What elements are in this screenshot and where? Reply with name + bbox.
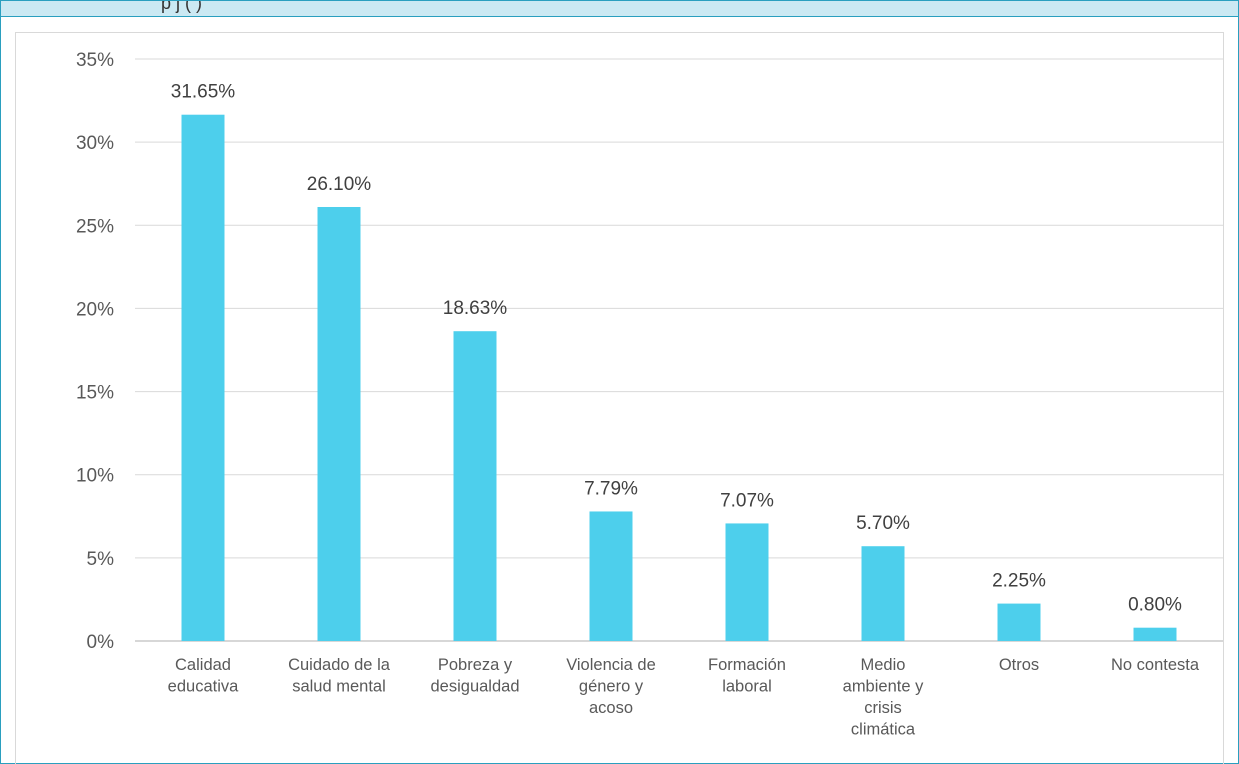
data-label: 5.70%	[856, 513, 910, 534]
x-tick-label: No contesta	[1111, 656, 1200, 674]
x-tick-label: Formación	[708, 656, 786, 674]
x-tick-label: Calidad	[175, 656, 231, 674]
y-tick-label: 30%	[76, 133, 114, 154]
y-tick-label: 0%	[87, 632, 115, 653]
x-tick-label: Cuidado de la	[288, 656, 391, 674]
x-tick-label: Medio	[861, 656, 906, 674]
x-tick-label: género y	[579, 678, 644, 696]
x-tick-label: educativa	[168, 678, 239, 696]
bar	[997, 603, 1041, 641]
x-tick-label: acoso	[589, 699, 633, 717]
bar	[1133, 627, 1177, 641]
x-tick-label: laboral	[722, 678, 772, 696]
data-label: 0.80%	[1128, 595, 1182, 616]
bar	[181, 114, 225, 642]
bar	[725, 523, 769, 641]
x-tick-label: Violencia de	[566, 656, 656, 674]
header-band: p j ( )	[1, 1, 1238, 17]
bar	[317, 206, 361, 641]
chart-title: p j ( )	[161, 1, 203, 13]
y-tick-label: 25%	[76, 216, 114, 237]
data-label: 26.10%	[307, 174, 372, 195]
y-tick-label: 15%	[76, 383, 114, 404]
y-tick-label: 5%	[87, 549, 115, 570]
bar	[589, 511, 633, 641]
x-tick-label: Pobreza y	[438, 656, 513, 674]
y-tick-label: 35%	[76, 50, 114, 71]
bar	[861, 546, 905, 641]
x-tick-label: Otros	[999, 656, 1039, 674]
data-label: 7.07%	[720, 490, 774, 511]
y-tick-label: 10%	[76, 466, 114, 487]
bar	[453, 331, 497, 641]
data-label: 18.63%	[443, 298, 508, 319]
x-tick-label: crisis	[864, 699, 902, 717]
x-tick-label: desigualdad	[431, 678, 520, 696]
y-tick-label: 20%	[76, 299, 114, 320]
x-tick-label: ambiente y	[843, 678, 924, 696]
data-label: 7.79%	[584, 478, 638, 499]
x-tick-label: climática	[851, 721, 916, 739]
plot-area-border	[15, 32, 1224, 764]
data-label: 31.65%	[171, 82, 236, 103]
x-tick-label: salud mental	[292, 678, 386, 696]
data-label: 2.25%	[992, 571, 1046, 592]
